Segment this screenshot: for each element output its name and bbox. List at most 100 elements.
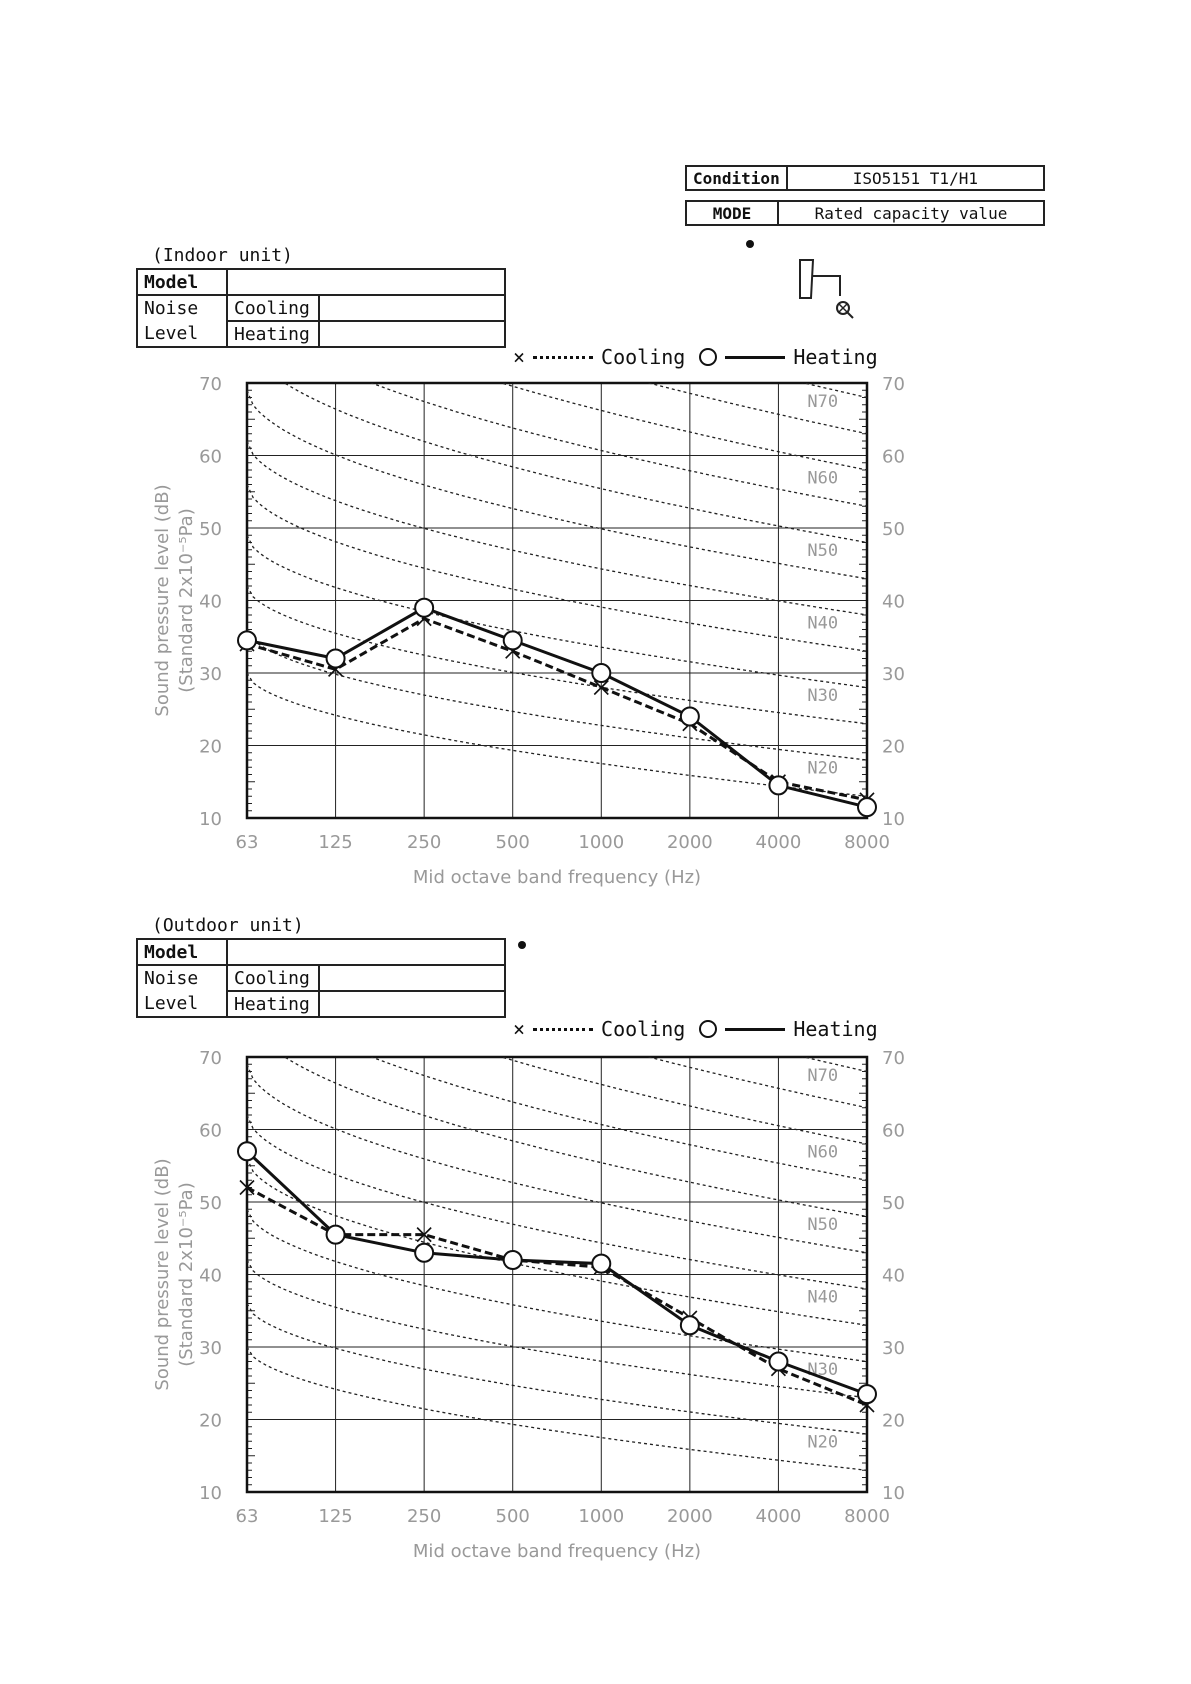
heating-point — [591, 663, 612, 683]
y-axis-title: Sound pressure level (dB) — [152, 1158, 173, 1390]
cross-marker-icon: × — [513, 1017, 526, 1041]
dotted-line-swatch — [533, 355, 594, 359]
heating-point — [502, 630, 523, 651]
y-tick-label-right: 30 — [882, 664, 905, 685]
y-tick-label: 60 — [199, 1121, 222, 1142]
indoor-cooling-value — [318, 294, 506, 322]
nc-curve — [499, 1057, 867, 1145]
heating-point — [768, 1351, 789, 1372]
mode-label: MODE — [685, 200, 779, 226]
x-tick-label: 4000 — [756, 832, 802, 853]
nc-curve — [369, 1057, 867, 1181]
x-axis-title: Mid octave band frequency (Hz) — [413, 867, 701, 888]
condition-table: Condition ISO5151 T1/H1 — [685, 165, 1046, 191]
x-tick-label: 2000 — [667, 1506, 713, 1527]
mode-value: Rated capacity value — [777, 200, 1045, 226]
nc-label: N30 — [807, 686, 838, 706]
chart-2: 10 10 20 20 30 30 40 40 50 50 60 60 70 70 63 125 250 500 1… — [152, 1048, 905, 1562]
y-tick-label-right: 50 — [882, 1193, 905, 1214]
nc-curve — [247, 1158, 867, 1326]
y-tick-label-right: 10 — [882, 1483, 905, 1504]
nc-label: N70 — [807, 1066, 838, 1086]
circle-marker-icon — [699, 1020, 718, 1038]
outdoor-cooling-label: Cooling — [226, 964, 320, 992]
cooling-series-line — [246, 1186, 868, 1407]
nc-label: N20 — [807, 758, 838, 778]
y-tick-label: 50 — [199, 1193, 222, 1214]
bullet-dot — [746, 240, 754, 248]
heating-point — [237, 630, 257, 651]
heating-point — [679, 1315, 700, 1336]
x-tick-label: 125 — [318, 1506, 352, 1527]
cooling-point — [239, 1179, 255, 1196]
nc-curve — [247, 484, 867, 652]
y-tick-label: 20 — [199, 1411, 222, 1432]
y-tick-label-right: 70 — [882, 374, 905, 395]
nc-label: N50 — [807, 541, 838, 561]
indoor-model-label: Model — [136, 268, 228, 296]
nc-curve — [247, 629, 867, 761]
x-tick-label: 500 — [496, 1506, 530, 1527]
nc-label: N60 — [807, 468, 838, 488]
y-tick-label-right: 20 — [882, 1411, 905, 1432]
outdoor-model-label: Model — [136, 938, 228, 966]
nc-curve — [247, 1064, 867, 1254]
y-tick-label-right: 20 — [882, 737, 905, 758]
y-tick-label-right: 40 — [882, 1266, 905, 1287]
y-tick-label: 30 — [199, 664, 222, 685]
y-tick-label: 70 — [199, 1048, 222, 1069]
outdoor-heating-value — [318, 990, 506, 1018]
heating-point — [414, 1242, 435, 1263]
y-tick-label: 40 — [199, 592, 222, 613]
indoor-cooling-label: Cooling — [226, 294, 320, 322]
y-tick-label: 10 — [199, 1483, 222, 1504]
nc-curve — [646, 1057, 867, 1109]
x-tick-label: 2000 — [667, 832, 713, 853]
nc-curve — [247, 1259, 867, 1399]
heating-point — [857, 1384, 877, 1405]
solid-line-swatch — [725, 355, 786, 359]
nc-label: N60 — [807, 1142, 838, 1162]
nc-curve — [247, 672, 867, 797]
dotted-line-swatch — [533, 1027, 594, 1031]
plot-border — [245, 381, 869, 820]
heating-series-line — [246, 606, 868, 809]
cooling-point — [593, 679, 609, 696]
heating-point — [325, 1224, 346, 1245]
y-tick-label: 20 — [199, 737, 222, 758]
condition-value: ISO5151 T1/H1 — [785, 165, 1046, 191]
y-tick-label-right: 60 — [882, 1121, 905, 1142]
nc-curve — [283, 383, 867, 544]
y-tick-label: 10 — [199, 809, 222, 830]
heating-point — [237, 1141, 257, 1162]
outdoor-legend: × Cooling Heating — [513, 1017, 878, 1041]
x-axis-title: Mid octave band frequency (Hz) — [413, 1541, 701, 1562]
nc-curve — [499, 383, 867, 471]
nc-label: N70 — [807, 392, 838, 412]
y-tick-label: 40 — [199, 1266, 222, 1287]
nc-curve — [646, 383, 867, 435]
nc-label: N40 — [807, 613, 838, 633]
mode-table: MODE Rated capacity value — [685, 200, 1045, 226]
nc-curve — [247, 1346, 867, 1471]
x-tick-label: 4000 — [756, 1506, 802, 1527]
legend-heating-label: Heating — [793, 345, 878, 369]
outdoor-caption: (Outdoor unit) — [152, 915, 304, 936]
y-tick-label-right: 10 — [882, 809, 905, 830]
heating-point — [679, 706, 700, 727]
x-tick-label: 8000 — [844, 1506, 890, 1527]
cross-marker-icon: × — [513, 345, 526, 369]
y-tick-label-right: 40 — [882, 592, 905, 613]
indoor-level-label: Level — [136, 321, 228, 348]
x-tick-label: 250 — [407, 1506, 441, 1527]
y-tick-label: 60 — [199, 447, 222, 468]
outdoor-level-label: Level — [136, 991, 228, 1018]
condition-label: Condition — [685, 165, 788, 191]
x-tick-label: 1000 — [578, 1506, 624, 1527]
x-tick-label: 250 — [407, 832, 441, 853]
y-tick-label: 70 — [199, 374, 222, 395]
outdoor-cooling-value — [318, 964, 506, 992]
nc-curve — [247, 1303, 867, 1435]
y-tick-label-right: 60 — [882, 447, 905, 468]
